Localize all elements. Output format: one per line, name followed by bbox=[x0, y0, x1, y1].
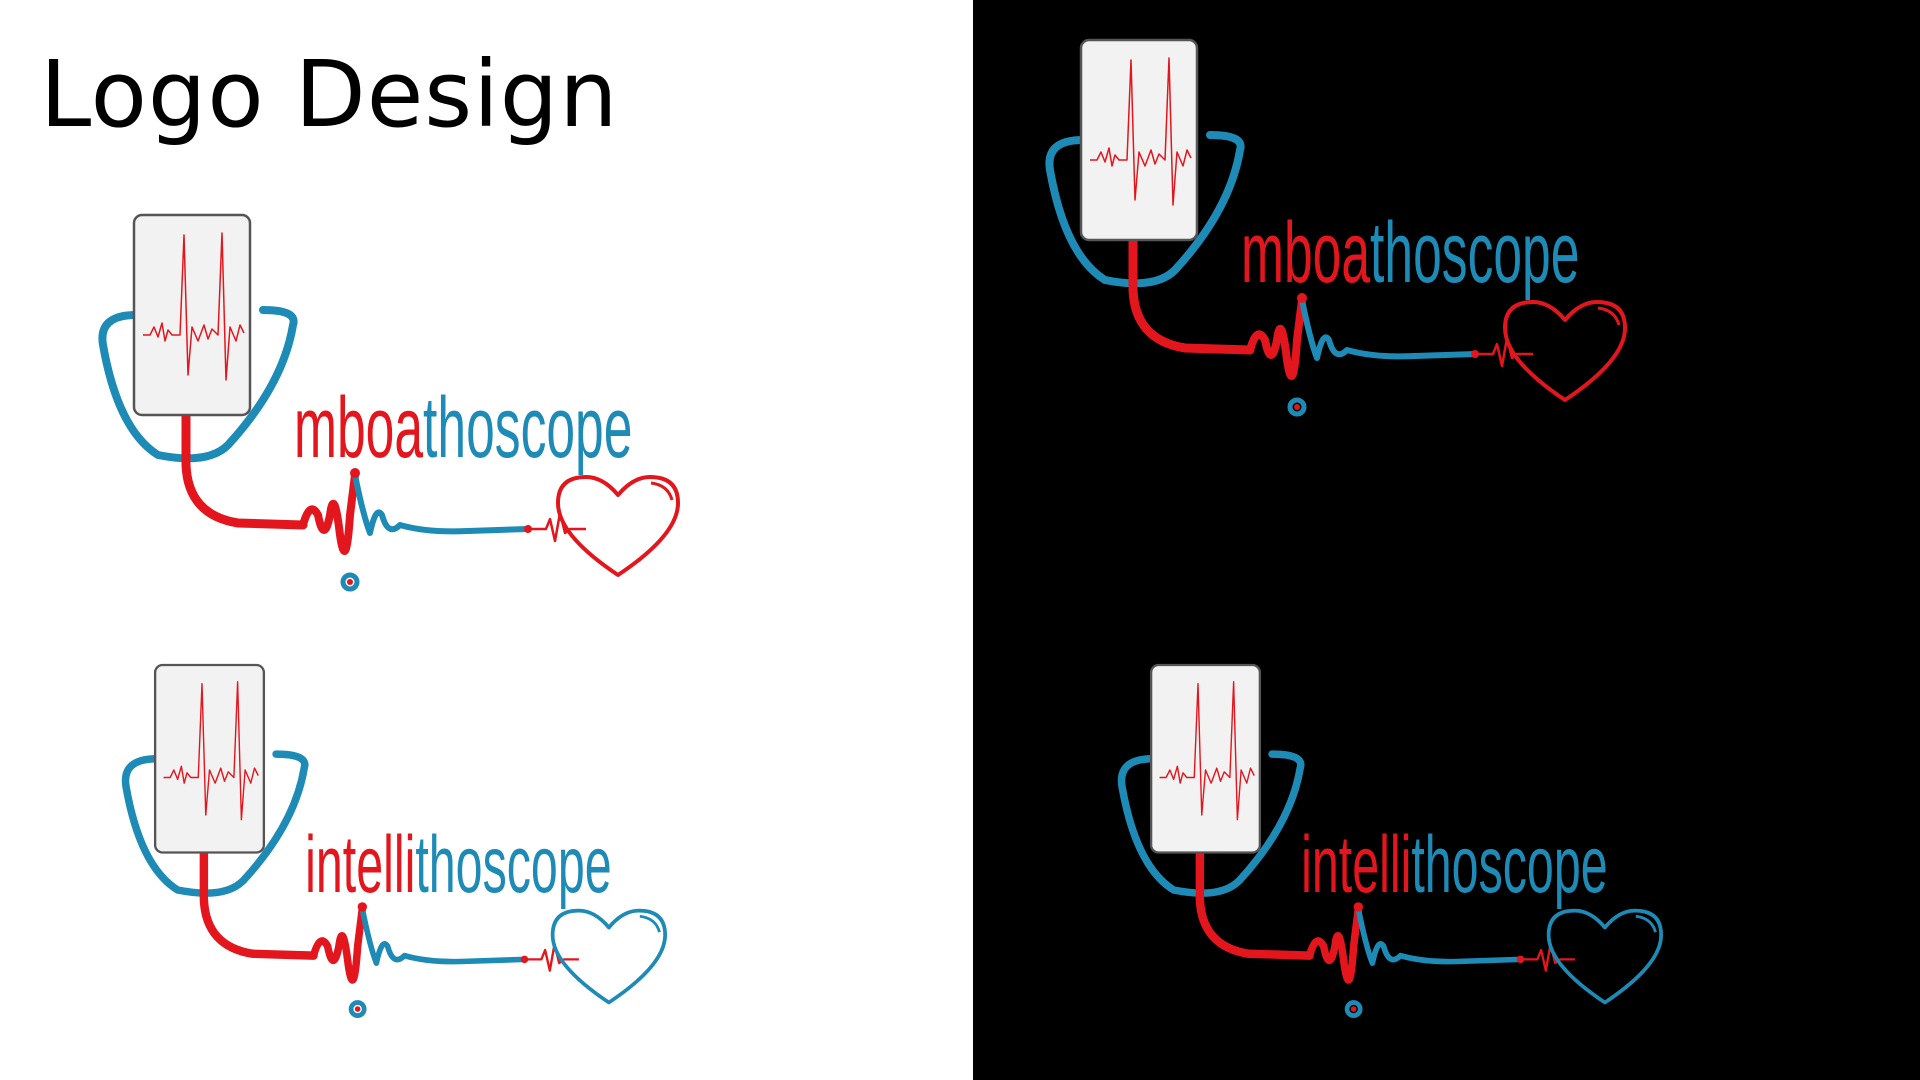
wordmark: intellithoscope bbox=[305, 820, 612, 910]
heartbeat-waveform-red bbox=[1246, 296, 1306, 380]
device-ecg-trace bbox=[1090, 57, 1192, 206]
logo-intellithoscope-dark: intellithoscope bbox=[1108, 663, 1708, 1040]
stethoscope-yoke bbox=[1045, 131, 1245, 288]
stethoscope-yoke bbox=[98, 306, 298, 463]
wordmark-accent: a bbox=[1341, 206, 1370, 302]
chestpiece-knob bbox=[1287, 397, 1307, 417]
stethoscope-tube bbox=[199, 848, 318, 960]
device-body bbox=[132, 213, 252, 417]
wordmark-suffix: thoscope bbox=[423, 381, 632, 477]
logo-mboathoscope-dark: mboathoscope bbox=[1035, 38, 1675, 440]
chestpiece-node bbox=[357, 902, 367, 912]
wordmark-prefix: intelli bbox=[305, 820, 415, 910]
wordmark-accent: a bbox=[394, 381, 423, 477]
heartbeat-waveform-blue bbox=[1299, 297, 1478, 361]
wordmark-prefix: intelli bbox=[1301, 820, 1411, 910]
heart-outline bbox=[556, 475, 680, 577]
heartbeat-waveform-red bbox=[299, 471, 359, 555]
heartbeat-waveform-red bbox=[309, 905, 367, 984]
wordmark-suffix: thoscope bbox=[1370, 206, 1579, 302]
heart-highlight bbox=[639, 914, 661, 933]
device-body bbox=[153, 663, 266, 854]
chestpiece-node bbox=[1353, 902, 1363, 912]
stethoscope-yoke bbox=[1117, 750, 1305, 897]
wordmark: intellithoscope bbox=[1301, 820, 1608, 910]
chestpiece-knob bbox=[1344, 1000, 1363, 1018]
stethoscope-tube bbox=[1195, 848, 1314, 960]
wordmark-suffix: thoscope bbox=[415, 820, 611, 910]
device-ecg-trace bbox=[163, 681, 259, 821]
mini-ecg-line bbox=[1520, 943, 1575, 972]
chestpiece-knob bbox=[340, 572, 360, 592]
chestpiece-knob-center bbox=[347, 579, 353, 585]
heart-outline bbox=[1546, 908, 1663, 1005]
mini-ecg-line bbox=[524, 943, 579, 972]
heart-highlight bbox=[650, 481, 674, 501]
stethoscope-tube bbox=[1128, 235, 1255, 355]
heartbeat-waveform-blue bbox=[352, 472, 531, 536]
wordmark-suffix: thoscope bbox=[1411, 820, 1607, 910]
heart-outline bbox=[550, 908, 667, 1005]
stethoscope-tube bbox=[181, 410, 308, 530]
stethoscope-yoke bbox=[121, 750, 309, 897]
chestpiece-node bbox=[1297, 293, 1307, 303]
chestpiece-knob-center bbox=[1350, 1006, 1357, 1012]
logo-mboathoscope-light: mboathoscope bbox=[88, 213, 728, 615]
heartbeat-waveform-red bbox=[1305, 905, 1363, 984]
chestpiece-knob-center bbox=[354, 1006, 361, 1012]
chestpiece-knob-center bbox=[1294, 404, 1300, 410]
device-ecg-trace bbox=[1159, 681, 1255, 821]
chestpiece-knob bbox=[348, 1000, 367, 1018]
chestpiece-node bbox=[350, 468, 360, 478]
slide-title: Logo Design bbox=[40, 41, 619, 148]
heart-outline bbox=[1503, 300, 1627, 402]
device-body bbox=[1079, 38, 1199, 242]
mini-ecg-line bbox=[528, 511, 586, 543]
wordmark-prefix: mbo bbox=[294, 381, 394, 477]
logo-intellithoscope-light: intellithoscope bbox=[112, 663, 712, 1040]
heart-highlight bbox=[1597, 306, 1621, 326]
heartbeat-waveform-blue bbox=[1355, 905, 1524, 966]
device-body bbox=[1149, 663, 1262, 854]
mini-ecg-line bbox=[1475, 336, 1533, 368]
heart-highlight bbox=[1635, 914, 1657, 933]
light-background-panel bbox=[0, 0, 973, 1080]
heartbeat-waveform-blue bbox=[359, 905, 528, 966]
wordmark: mboathoscope bbox=[294, 381, 632, 477]
wordmark: mboathoscope bbox=[1241, 206, 1579, 302]
device-ecg-trace bbox=[143, 232, 245, 381]
wordmark-prefix: mbo bbox=[1241, 206, 1341, 302]
